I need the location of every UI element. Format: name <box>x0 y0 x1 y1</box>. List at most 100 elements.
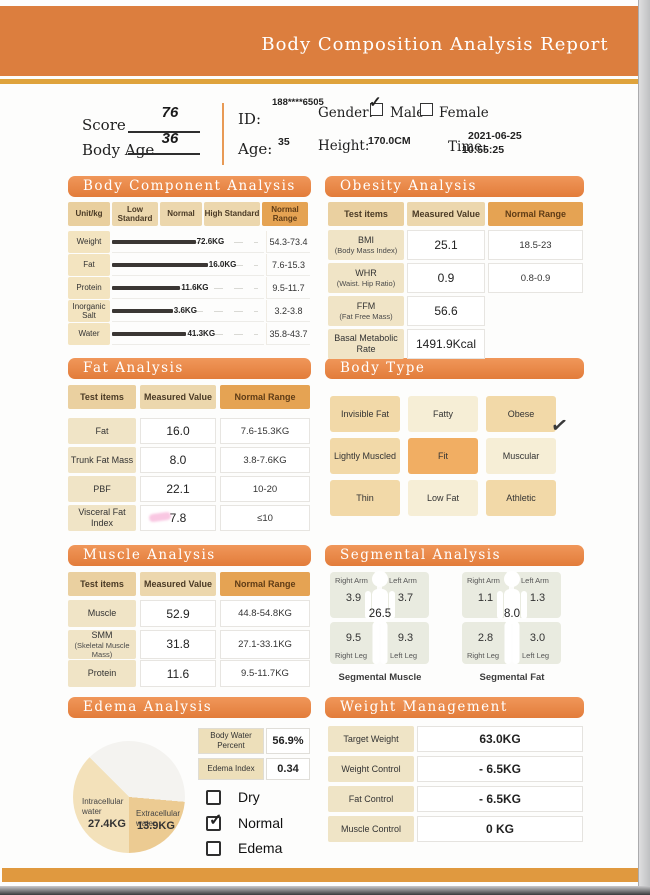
row-label-main: WHR <box>355 268 377 279</box>
row-label-sub: (Waist. Hip Ratio) <box>336 278 396 288</box>
page-title: Body Composition Analysis Report <box>261 34 609 55</box>
row-label: FFM (Fat Free Mass) <box>328 296 404 326</box>
info-divider <box>222 103 224 165</box>
row-label-main: Basal Metabolic Rate <box>334 333 398 354</box>
header-band: Body Composition Analysis Report <box>0 6 640 76</box>
table-row: Fat 16.0 7.6-15.3KG <box>68 418 310 444</box>
extracellular-label: Extracellular water <box>136 809 181 828</box>
row-value: - 6.5KG <box>417 786 583 812</box>
measured-value: 16.0 <box>140 418 216 444</box>
scan-edge-right <box>638 0 650 895</box>
header-divider <box>0 79 640 84</box>
body-type-obese: Obese ✓ <box>486 396 570 438</box>
quadrant-right-leg <box>330 622 377 664</box>
date-value: 2021-06-25 <box>468 130 522 142</box>
row-label: Visceral Fat Index <box>68 505 136 531</box>
row-label-main: Muscle <box>87 608 117 619</box>
stat-label: Edema Index <box>198 758 264 780</box>
time-label: Time: <box>448 139 487 155</box>
right-leg-value: 9.5 <box>345 632 362 644</box>
left-arm-label: Left Arm <box>521 576 549 585</box>
row-label: Weight <box>68 231 110 253</box>
measured-value: 7.8 <box>140 505 216 531</box>
quadrant-left-leg <box>382 622 429 664</box>
measured-value: 52.9 <box>140 600 216 627</box>
table-row: Muscle 52.9 44.8-54.8KG <box>68 600 310 627</box>
water-pie-chart <box>73 741 185 853</box>
value-bar <box>112 262 208 267</box>
measured-value: 8.0 <box>140 447 216 473</box>
section-title-obesity: Obesity Analysis <box>325 176 584 197</box>
bar-track: 41.3KG <box>112 323 264 345</box>
body-silhouette-icon <box>497 571 527 664</box>
bar-value: 72.6KG <box>196 237 225 246</box>
body-type-grid: Invisible Fat Fatty Obese ✓ Lightly Musc… <box>330 396 570 516</box>
normal-range: 7.6-15.3 <box>266 254 310 276</box>
row-label: Weight Control <box>328 756 414 782</box>
section-title-body-type: Body Type <box>325 358 584 379</box>
check-icon: ✓ <box>209 812 223 829</box>
bar-track: 16.0KG <box>112 254 264 276</box>
right-leg-label: Right Leg <box>335 651 368 660</box>
row-label-main: FFM <box>356 301 376 312</box>
fat-analysis-table: Test items Measured Value Normal Range F… <box>68 385 310 534</box>
extracellular-value: 13.9KG <box>137 820 175 832</box>
row-value: 63.0KG <box>417 726 583 752</box>
table-row: Inorganic Salt 3.6KG 3.2-3.8 <box>68 300 310 322</box>
row-value: - 6.5KG <box>417 756 583 782</box>
score-value: 76 <box>161 104 179 121</box>
normal-label: Normal <box>238 815 284 831</box>
body-type-thin: Thin <box>330 480 400 516</box>
row-label: Water <box>68 323 110 345</box>
muscle-analysis-table: Test items Measured Value Normal Range M… <box>68 572 310 690</box>
edema-stat-row: Body Water Percent 56.9% <box>198 728 310 754</box>
left-leg-label: Left Leg <box>390 651 418 660</box>
id-value: 188****6505 <box>272 97 324 108</box>
table-row: Muscle Control 0 KG <box>328 816 583 842</box>
column-header: Normal <box>160 202 202 226</box>
row-label: Protein <box>68 277 110 299</box>
table-row: Target Weight 63.0KG <box>328 726 583 752</box>
intracellular-value: 27.4KG <box>88 818 126 830</box>
row-label-sub: (Skeletal Muscle Mass) <box>74 640 130 659</box>
right-leg-label: Right Leg <box>467 651 500 660</box>
row-label: PBF <box>68 476 136 502</box>
normal-range: 35.8-43.7 <box>266 323 310 345</box>
bar-value: 16.0KG <box>208 260 237 269</box>
column-header: Low Standard <box>112 202 158 226</box>
body-component-table: Unit/kg Low Standard Normal High Standar… <box>68 202 310 346</box>
table-row: Trunk Fat Mass 8.0 3.8-7.6KG <box>68 447 310 473</box>
normal-range: 7.6-15.3KG <box>220 418 310 444</box>
row-label: Fat <box>68 418 136 444</box>
row-label-main: Trunk Fat Mass <box>70 454 134 465</box>
row-label-main: PBF <box>93 483 111 494</box>
row-label: Target Weight <box>328 726 414 752</box>
score-label: Score <box>82 116 126 134</box>
measured-value-text: 7.8 <box>169 511 187 525</box>
stat-label: Body Water Percent <box>198 728 264 754</box>
normal-range: 54.3-73.4 <box>266 231 310 253</box>
column-header: Normal Range <box>488 202 583 226</box>
quadrant-left-leg <box>514 622 561 664</box>
left-leg-value: 3.0 <box>529 632 546 644</box>
intracellular-label: Intracellular water <box>82 797 124 816</box>
table-row: FFM (Fat Free Mass) 56.6 <box>328 296 583 326</box>
row-label-main: Visceral Fat Index <box>78 507 126 528</box>
scan-edge-bottom <box>0 886 650 895</box>
fat-header-row: Test items Measured Value Normal Range <box>68 385 310 409</box>
right-arm-label: Right Arm <box>335 576 368 585</box>
pen-smudge <box>148 511 172 523</box>
normal-range: 44.8-54.8KG <box>220 600 310 627</box>
left-arm-value: 1.3 <box>529 592 546 604</box>
row-label-sub: (Body Mass Index) <box>334 245 398 255</box>
male-label: Male <box>390 105 425 121</box>
row-label-sub: (Fat Free Mass) <box>339 311 393 321</box>
row-label-main: Fat <box>95 425 109 436</box>
body-type-fatty: Fatty <box>408 396 478 432</box>
section-title-fat: Fat Analysis <box>68 358 311 379</box>
stat-value: 0.34 <box>266 758 310 780</box>
row-label-main: SMM <box>91 630 113 640</box>
column-header: High Standard <box>204 202 260 226</box>
body-silhouette-icon <box>365 571 395 664</box>
dry-label: Dry <box>238 789 260 805</box>
